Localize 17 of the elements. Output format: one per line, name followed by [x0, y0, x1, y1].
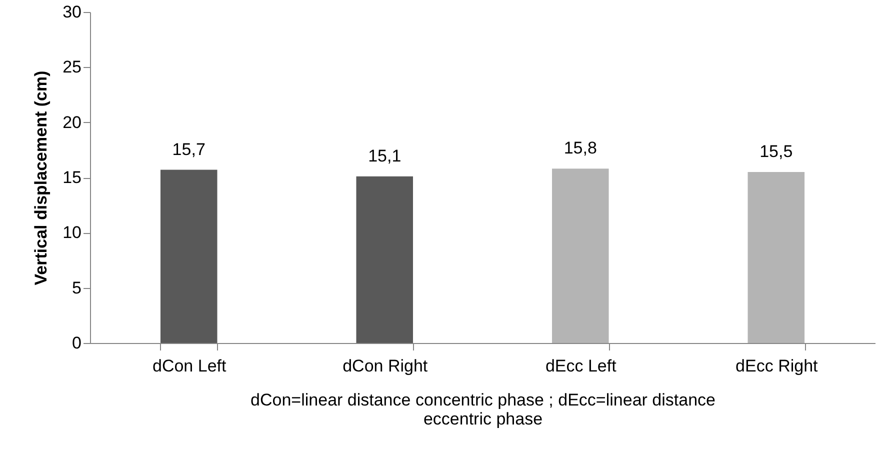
- x-tick-label: dEcc Right: [736, 356, 818, 376]
- y-tick-label: 10: [62, 223, 82, 242]
- y-tick-label: 30: [62, 2, 82, 22]
- data-label: 15,7: [172, 140, 206, 159]
- x-tick-label: dEcc Left: [545, 356, 617, 376]
- y-tick-label: 5: [72, 278, 82, 298]
- x-tick-label: dCon Left: [152, 356, 226, 376]
- y-tick-label: 15: [62, 168, 82, 187]
- x-tick-label: dCon Right: [342, 356, 428, 376]
- y-tick-label: 0: [72, 334, 82, 352]
- y-tick-label: 25: [62, 58, 82, 77]
- y-axis-title: Vertical displacement (cm): [32, 70, 51, 286]
- y-tick-label: 20: [62, 112, 82, 132]
- data-label: 15,5: [760, 142, 793, 161]
- data-label: 15,8: [564, 138, 597, 158]
- data-label: 15,1: [368, 146, 402, 166]
- x-axis-title: dCon=linear distance concentric phase ; dEcc=linear distance eccentric phase: [250, 390, 716, 428]
